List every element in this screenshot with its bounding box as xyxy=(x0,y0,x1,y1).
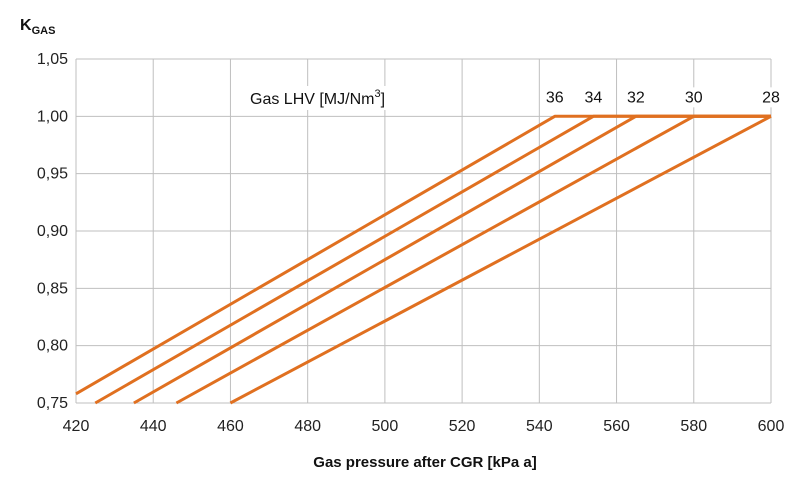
series-label-bg xyxy=(623,87,648,108)
x-tick-label: 540 xyxy=(526,418,553,435)
y-axis-title: KGAS xyxy=(20,17,55,37)
series-label-30: 30 xyxy=(685,89,703,106)
y-tick-label: 0,95 xyxy=(37,166,68,183)
series-label-32: 32 xyxy=(627,89,645,106)
y-tick-label: 1,05 xyxy=(37,51,68,68)
x-axis-title: Gas pressure after CGR [kPa a] xyxy=(313,454,536,471)
y-tick-label: 0,75 xyxy=(37,395,68,412)
x-tick-label: 580 xyxy=(680,418,707,435)
series-label-bg xyxy=(581,87,606,108)
y-tick-label: 1,00 xyxy=(37,108,68,125)
x-tick-label: 420 xyxy=(63,418,90,435)
annotation-background xyxy=(246,86,390,110)
series-line-32 xyxy=(133,114,771,405)
y-axis-title-main: K xyxy=(20,17,32,34)
x-tick-label: 480 xyxy=(294,418,321,435)
series-label-34: 34 xyxy=(584,89,602,106)
gas-lhv-annotation: Gas LHV [MJ/Nm3] xyxy=(250,88,385,108)
x-tick-label: 460 xyxy=(217,418,244,435)
annotation-suffix: ] xyxy=(381,91,385,108)
x-tick-label: 520 xyxy=(449,418,476,435)
y-axis-ticks: 0,75 0,80 0,85 0,90 0,95 1,00 1,05 xyxy=(37,51,68,412)
series-label-bg xyxy=(681,87,706,108)
series-line-30 xyxy=(175,114,771,405)
series-label-bg xyxy=(759,87,783,108)
series-line-28 xyxy=(229,114,772,405)
annotation-sup: 3 xyxy=(374,88,380,100)
series-labels: 36 34 32 30 28 xyxy=(542,87,783,108)
series-label-bg xyxy=(542,87,567,108)
series-label-36: 36 xyxy=(546,89,564,106)
x-tick-label: 560 xyxy=(603,418,630,435)
annotation-prefix: Gas LHV [MJ/Nm xyxy=(250,91,374,108)
x-tick-label: 600 xyxy=(758,418,785,435)
y-tick-label: 0,85 xyxy=(37,280,68,297)
y-tick-label: 0,90 xyxy=(37,223,68,240)
series-label-28: 28 xyxy=(762,89,780,106)
grid xyxy=(75,58,772,404)
x-tick-label: 440 xyxy=(140,418,167,435)
series-lines xyxy=(75,114,772,405)
y-axis-title-sub: GAS xyxy=(32,25,56,37)
series-line-36 xyxy=(75,114,771,396)
y-tick-label: 0,80 xyxy=(37,338,68,355)
x-tick-label: 500 xyxy=(372,418,399,435)
x-axis-ticks: 420 440 460 480 500 520 540 560 580 600 xyxy=(63,418,785,435)
